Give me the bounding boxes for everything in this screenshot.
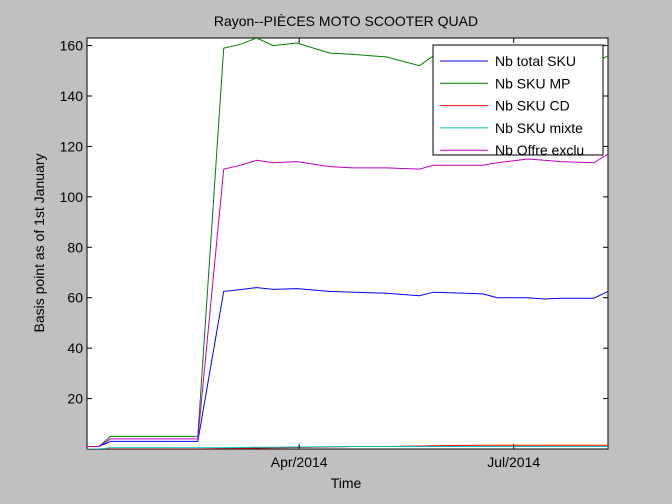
series-line-nb-sku-mixte	[87, 446, 608, 449]
legend-label: Nb total SKU	[495, 53, 576, 69]
legend: Nb total SKU Nb SKU MP Nb SKU CD Nb SKU mix…	[432, 44, 604, 158]
legend-label: Nb Offre exclu	[495, 142, 584, 158]
x-axis-label: Time	[331, 475, 362, 491]
y-tick-label: 80	[67, 239, 83, 255]
legend-box	[432, 44, 604, 156]
series-line-nb-offre-exclu	[87, 153, 608, 447]
x-tick-label: Jul/2014	[487, 454, 540, 470]
y-tick-label: 120	[60, 138, 84, 154]
x-tick-label: Apr/2014	[271, 454, 328, 470]
y-axis-label: Basis point as of 1st January	[31, 154, 47, 333]
y-tick-label: 140	[60, 88, 84, 104]
y-tick-label: 100	[60, 189, 84, 205]
legend-label: Nb SKU mixte	[495, 120, 583, 136]
y-tick-label: 60	[67, 290, 83, 306]
y-tick-label: 40	[67, 340, 83, 356]
axis-ticks: 20 40 60 80 100 120 140 160 Apr/2014 Jul/2014	[60, 38, 608, 470]
chart-title: Rayon--PIÈCES MOTO SCOOTER QUAD	[214, 13, 478, 29]
y-tick-label: 20	[67, 391, 83, 407]
y-tick-label: 160	[60, 38, 84, 54]
legend-label: Nb SKU MP	[495, 75, 570, 91]
legend-label: Nb SKU CD	[495, 98, 570, 114]
series-line-nb-total-sku	[87, 287, 608, 447]
